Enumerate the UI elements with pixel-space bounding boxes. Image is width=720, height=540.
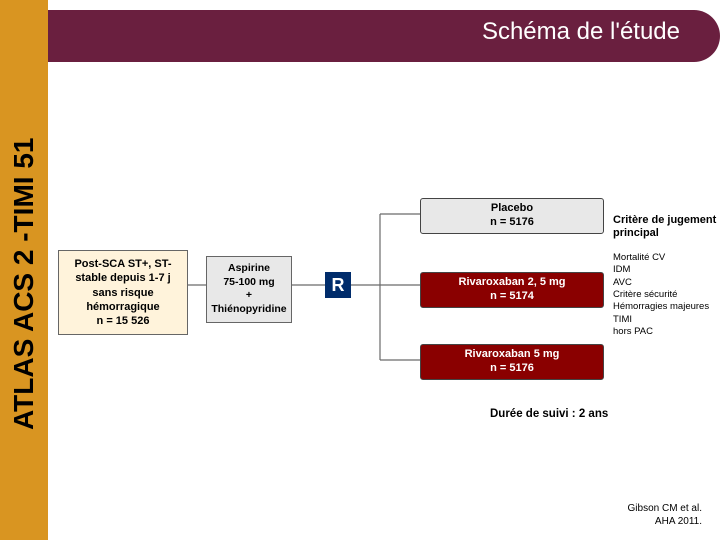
arm-riva25: Rivaroxaban 2, 5 mgn = 5174 — [420, 272, 604, 308]
followup-text: Durée de suivi : 2 ans — [490, 408, 608, 420]
randomize-box: R — [325, 272, 351, 298]
arm-placebo: Placebon = 5176 — [420, 198, 604, 234]
citation: Gibson CM et al.AHA 2011. — [628, 502, 702, 528]
sidebar-label: ATLAS ACS 2 -TIMI 51 — [8, 138, 40, 430]
arm-riva5: Rivaroxaban 5 mgn = 5176 — [420, 344, 604, 380]
endpoint-header: Critère de jugementprincipal — [613, 214, 716, 240]
endpoint-list: Mortalité CVIDMAVCCritère sécuritéHémorr… — [613, 252, 720, 338]
page-title: Schéma de l'étude — [482, 18, 680, 46]
enroll-box: Post-SCA ST+, ST-stable depuis 1-7 jsans… — [58, 250, 188, 335]
aspirin-box: Aspirine75-100 mg+Thiénopyridine — [206, 256, 292, 323]
